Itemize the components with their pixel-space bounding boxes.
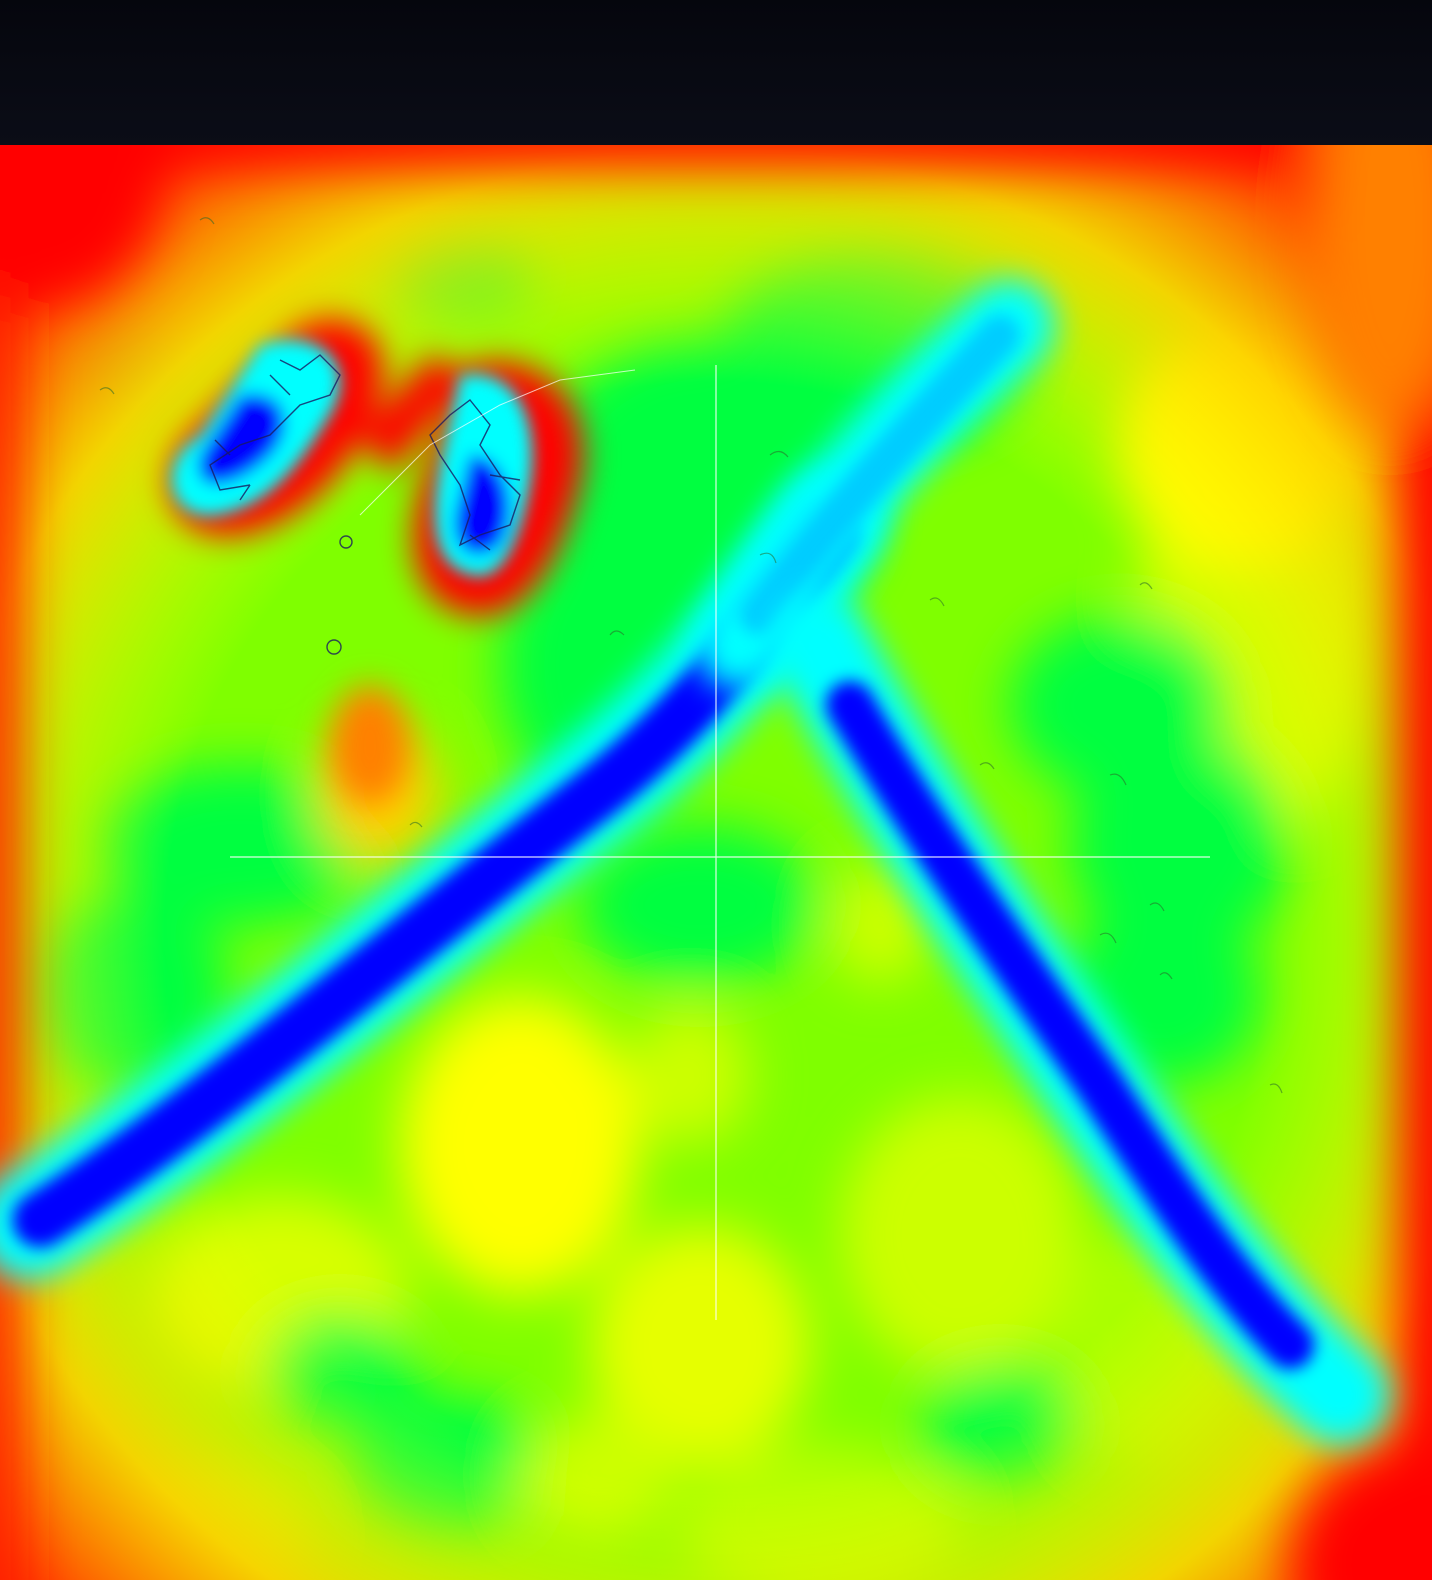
3d-viewport[interactable]	[0, 145, 1432, 1580]
surface-speckles	[99, 217, 1283, 1094]
ligand-wireframe	[209, 354, 521, 655]
ligand-linker-line	[359, 369, 636, 516]
top-toolbar	[0, 0, 1432, 145]
crosshair-icon	[230, 365, 1210, 1320]
surface-render[interactable]	[0, 145, 1432, 1580]
positive-potential-channel-upper	[695, 280, 1055, 690]
positive-potential-channel-branch	[770, 595, 1390, 1445]
surface-rim-accents	[0, 145, 1432, 1580]
